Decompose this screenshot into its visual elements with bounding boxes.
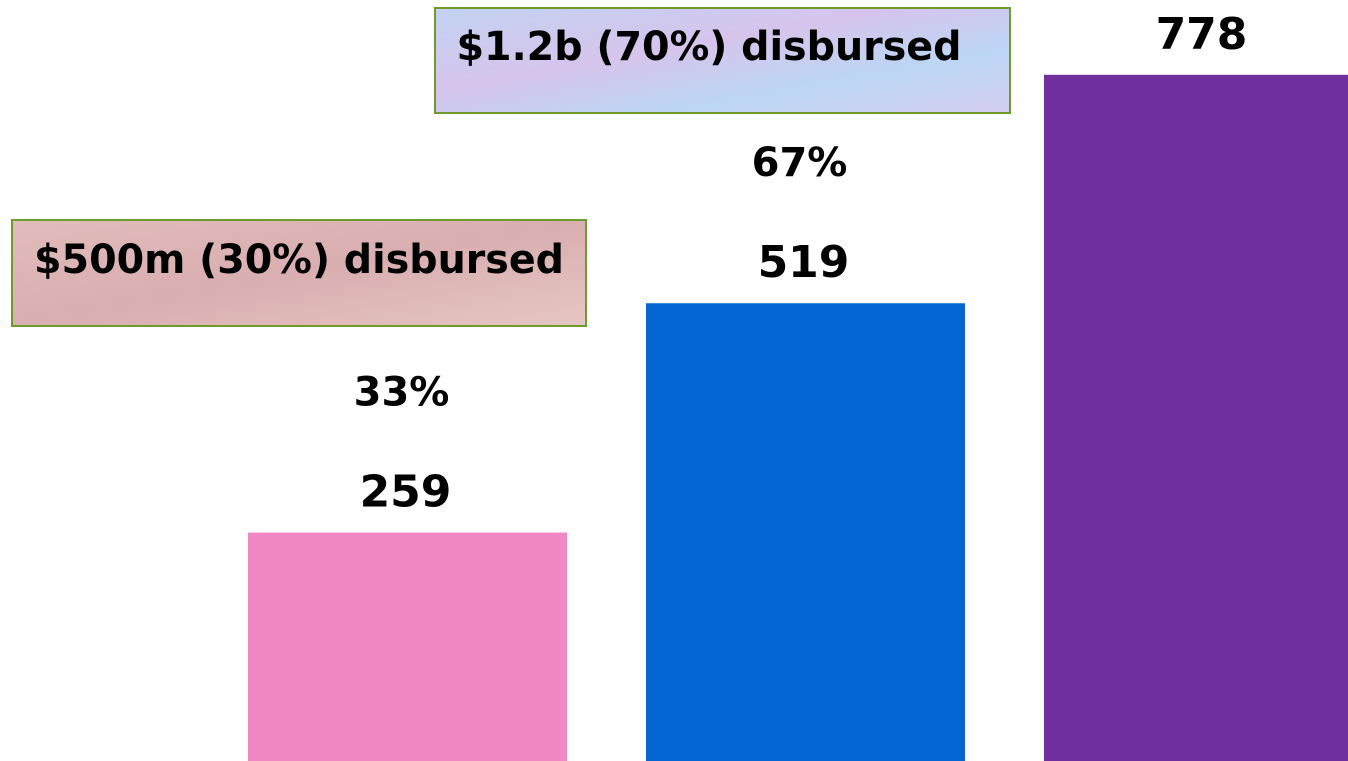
percent-label: 67% [752, 140, 848, 186]
annotation-box [434, 7, 1011, 114]
bar [646, 303, 965, 761]
value-label: 778 [1156, 9, 1248, 60]
percent-label: 33% [354, 370, 450, 416]
annotation: $1.2b (70%) disbursed [457, 24, 962, 70]
value-label: 259 [360, 467, 452, 518]
annotation-box [11, 219, 587, 327]
annotation: $500m (30%) disbursed [34, 237, 564, 283]
bar [1044, 74, 1348, 761]
bar [248, 532, 567, 761]
value-label: 519 [758, 237, 850, 288]
